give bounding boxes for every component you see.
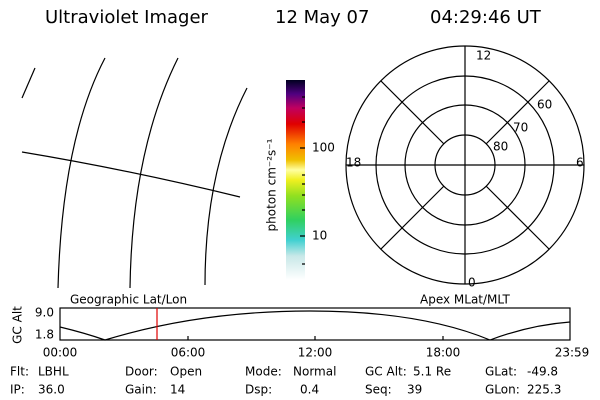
colorbar-tick: 100 [312,141,335,155]
instrument-title: Ultraviolet Imager [45,7,209,28]
time: 04:29:46 UT [430,7,542,28]
timeline-y-tick: 9.0 [35,306,54,320]
mlat-label: 70 [513,121,528,135]
status-label: GC Alt: [365,365,407,379]
status-panel: Flt: LBHL Door: Open Mode: Normal GC Alt: 5.1 R… [10,365,561,397]
status-label: IP: [10,383,25,397]
timeline-y-label: GC Alt [11,306,25,344]
status-value: -49.8 [527,365,558,379]
timeline-x-tick: 23:59 [555,346,590,360]
mlat-label: 80 [493,140,508,154]
status-value: Open [170,365,202,379]
mlt-label: 6 [576,156,584,170]
status-label: Door: [125,365,158,379]
status-value: 5.1 Re [413,365,451,379]
status-value: 36.0 [38,383,65,397]
timeline-right-label: Apex MLat/MLT [420,293,510,307]
geographic-grid [21,57,248,289]
colorbar-ticks [300,96,305,265]
status-value: 14 [170,383,185,397]
status-label: GLat: [485,365,517,379]
status-label: Seq: [365,383,392,397]
status-value: LBHL [38,365,69,379]
timeline-y-tick: 1.8 [35,328,54,342]
mlt-label: 12 [476,49,491,63]
mlt-label: 18 [346,156,361,170]
timeline-ticks [187,336,444,340]
mlat-label: 60 [537,98,552,112]
timeline-x-tick: 12:00 [298,346,333,360]
colorbar [286,80,305,280]
colorbar-unit: photon cm⁻²s⁻¹ [265,138,279,231]
status-value: 0.4 [300,383,319,397]
status-label: GLon: [485,383,520,397]
timeline-x-tick: 18:00 [426,346,461,360]
altitude-curve [59,310,571,341]
timeline-frame [59,307,571,341]
status-value: Normal [293,365,336,379]
timeline-left-label: Geographic Lat/Lon [70,293,187,307]
status-label: Flt: [10,365,29,379]
status-label: Gain: [125,383,157,397]
colorbar-tick: 10 [312,229,327,243]
status-label: Dsp: [245,383,272,397]
status-value: 39 [407,383,422,397]
timeline-x-tick: 06:00 [171,346,206,360]
mlt-label: 0 [468,276,476,290]
status-value: 225.3 [527,383,561,397]
status-label: Mode: [245,365,282,379]
polar-grid [345,45,585,285]
date: 12 May 07 [275,7,369,28]
timeline-x-tick: 00:00 [43,346,78,360]
